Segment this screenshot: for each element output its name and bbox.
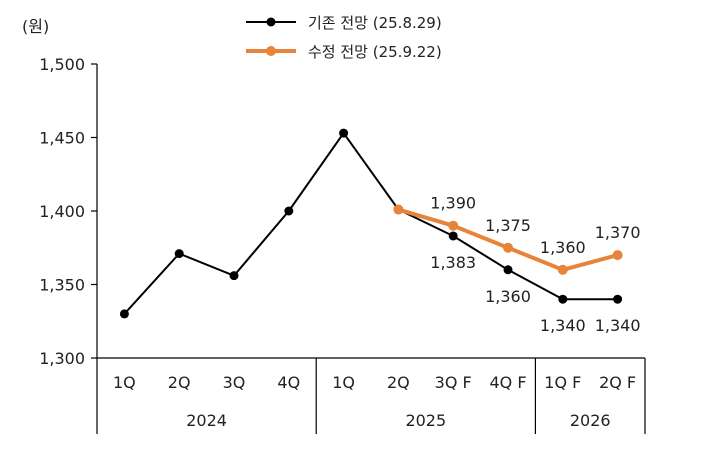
data-point	[558, 294, 568, 304]
data-point	[448, 231, 458, 241]
data-label: 1,390	[430, 194, 476, 213]
data-label: 1,383	[430, 253, 476, 272]
y-tick-label: 1,450	[39, 129, 85, 148]
series-line	[123, 132, 618, 315]
data-label: 1,360	[485, 287, 531, 306]
y-tick-label: 1,350	[39, 276, 85, 295]
axes: 1,300 1,350 1,400 1,450 1,500 1Q 2Q 3Q 4Q 1Q 2Q 3Q …	[39, 55, 646, 434]
y-tick-label: 1,400	[39, 202, 85, 221]
data-label: 1,340	[595, 316, 641, 335]
legend-marker	[266, 46, 276, 56]
data-label: 1,370	[595, 223, 641, 242]
y-tick-label: 1,300	[39, 349, 85, 368]
data-point	[448, 220, 459, 231]
y-tick-label: 1,500	[39, 55, 85, 74]
year-group-label: 2024	[186, 411, 227, 430]
x-tick-label: 1Q	[113, 373, 136, 392]
data-point	[503, 242, 513, 253]
data-label: 1,375	[485, 216, 531, 235]
year-group-label: 2025	[405, 411, 446, 430]
x-tick-label: 2Q	[387, 373, 410, 392]
data-point	[393, 204, 404, 215]
data-point	[613, 294, 623, 304]
series-layer: 1,383 1,360 1,340 1,340 1,390 1,375 1,360 1,370	[119, 128, 641, 335]
data-point	[503, 265, 513, 275]
data-point	[557, 264, 568, 275]
year-group-label: 2026	[570, 411, 611, 430]
x-tick-label: 4Q	[277, 373, 300, 392]
x-tick-label: 1Q F	[544, 373, 581, 392]
x-tick-label: 4Q F	[489, 373, 526, 392]
data-label: 1,360	[540, 238, 586, 257]
data-point	[284, 206, 294, 216]
legend-marker	[266, 17, 276, 27]
data-point	[339, 128, 349, 138]
x-tick-label: 3Q F	[435, 373, 472, 392]
data-point	[229, 271, 239, 281]
legend-label: 기존 전망 (25.8.29)	[308, 14, 442, 32]
x-tick-label: 2Q F	[599, 373, 636, 392]
y-axis-unit-label: (원)	[22, 17, 49, 36]
x-tick-label: 3Q	[223, 373, 246, 392]
data-label: 1,340	[540, 316, 586, 335]
legend: 기존 전망 (25.8.29) 수정 전망 (25.9.22)	[246, 14, 442, 61]
x-tick-label: 2Q	[168, 373, 191, 392]
data-point	[119, 309, 129, 319]
data-point	[612, 250, 623, 261]
data-point	[174, 249, 184, 259]
x-tick-label: 1Q	[332, 373, 355, 392]
legend-label: 수정 전망 (25.9.22)	[308, 43, 442, 61]
